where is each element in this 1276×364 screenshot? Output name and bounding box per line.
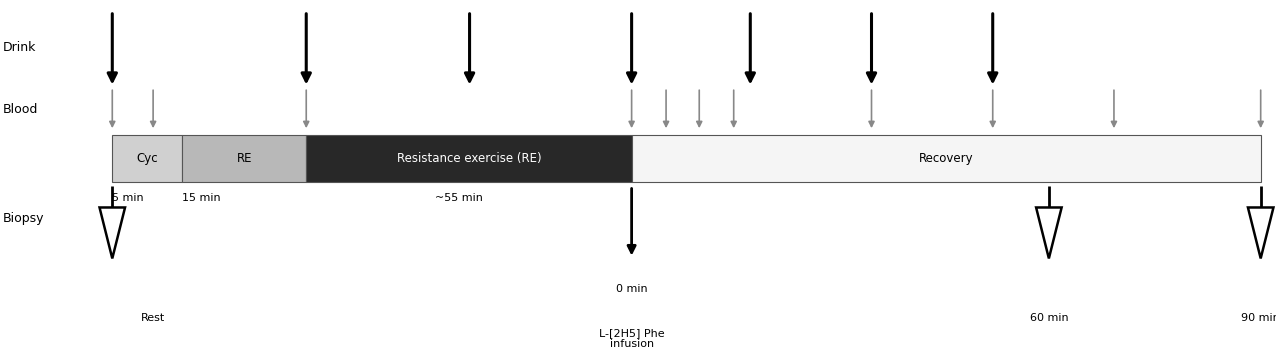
Text: Cyc: Cyc (137, 152, 158, 165)
Text: ~55 min: ~55 min (435, 193, 484, 203)
Text: 90 min: 90 min (1242, 313, 1276, 323)
Text: Rest: Rest (140, 313, 166, 323)
Text: 5 min: 5 min (112, 193, 144, 203)
Text: Biopsy: Biopsy (3, 212, 45, 225)
Polygon shape (100, 207, 125, 258)
Text: Drink: Drink (3, 41, 36, 54)
Text: RE: RE (236, 152, 253, 165)
Bar (112, 135, 182, 182)
Text: Recovery: Recovery (919, 152, 974, 165)
Text: L-[2H5] Phe
infusion: L-[2H5] Phe infusion (598, 328, 665, 349)
Text: 60 min: 60 min (1030, 313, 1068, 323)
Text: Blood: Blood (3, 103, 38, 116)
Bar (632, 135, 1261, 182)
Text: Resistance exercise (RE): Resistance exercise (RE) (397, 152, 541, 165)
Text: 15 min: 15 min (182, 193, 221, 203)
Polygon shape (1248, 207, 1273, 258)
Bar (182, 135, 306, 182)
Bar (306, 135, 632, 182)
Polygon shape (1036, 207, 1062, 258)
Text: 0 min: 0 min (616, 284, 647, 294)
